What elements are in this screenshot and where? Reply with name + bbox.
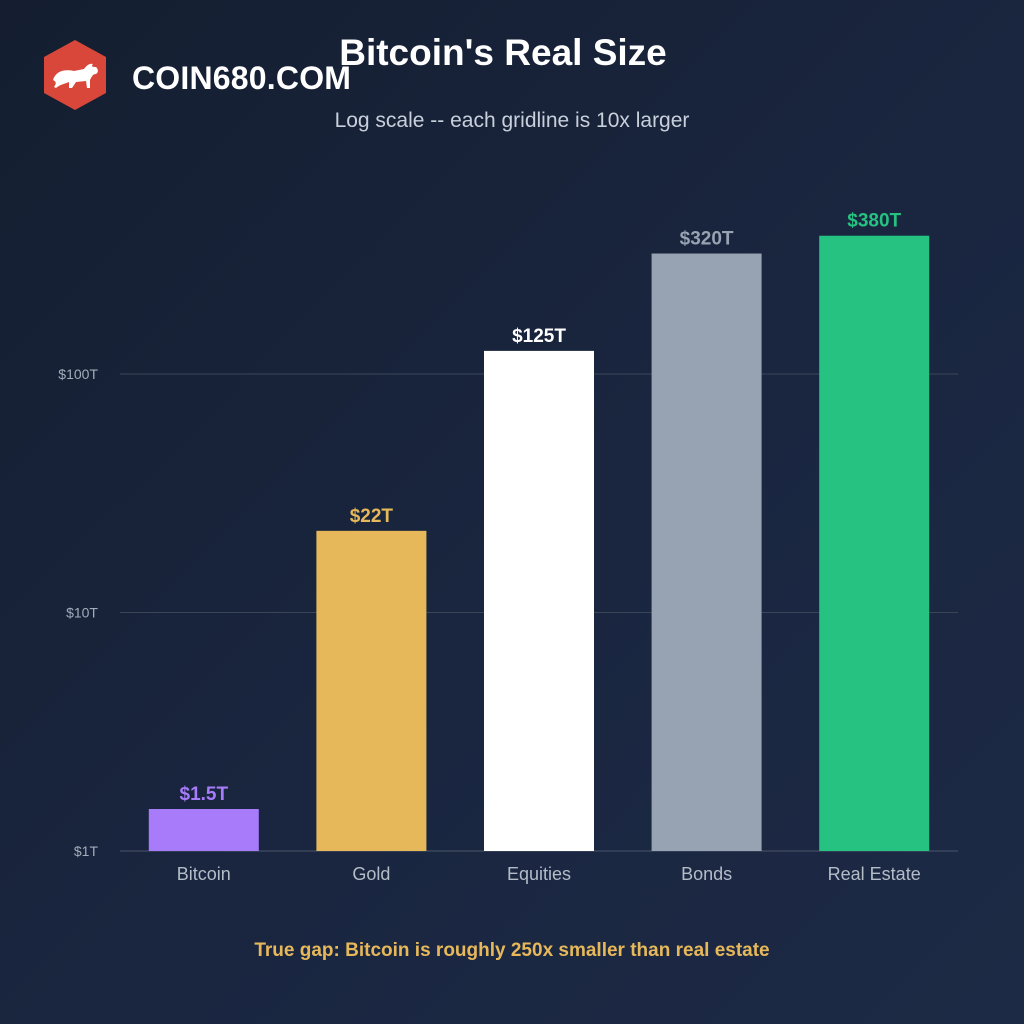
y-tick-label: $10T [66, 605, 98, 621]
bar [651, 253, 762, 851]
bull-logo-icon [44, 40, 106, 110]
x-tick-label: Gold [352, 864, 390, 884]
x-tick-label: Real Estate [828, 864, 921, 884]
y-tick-label: $100T [58, 366, 98, 382]
bars [148, 235, 930, 851]
bar [316, 530, 427, 851]
y-tick-label: $1T [74, 843, 99, 859]
bar-value-label: $22T [350, 506, 394, 527]
brand-name: COIN680.COM [132, 60, 352, 96]
bar-value-label: $125T [512, 326, 566, 347]
x-tick-label: Bitcoin [177, 864, 231, 884]
bar [819, 235, 930, 851]
bar [484, 350, 594, 851]
chart-annotation: True gap: Bitcoin is roughly 250x smalle… [254, 940, 770, 961]
bar [148, 809, 259, 851]
bar-value-label: $1.5T [180, 784, 229, 805]
chart-title: Bitcoin's Real Size [339, 32, 667, 73]
labels: $1T $10T $100T $1.5T Bitcoin $22T Gold $125T Equ… [58, 211, 920, 884]
bar-value-label: $320T [680, 229, 734, 250]
x-tick-label: Bonds [681, 864, 732, 884]
chart-subtitle: Log scale -- each gridline is 10x larger [334, 109, 690, 132]
x-tick-label: Equities [507, 864, 571, 884]
bar-value-label: $380T [847, 211, 901, 232]
